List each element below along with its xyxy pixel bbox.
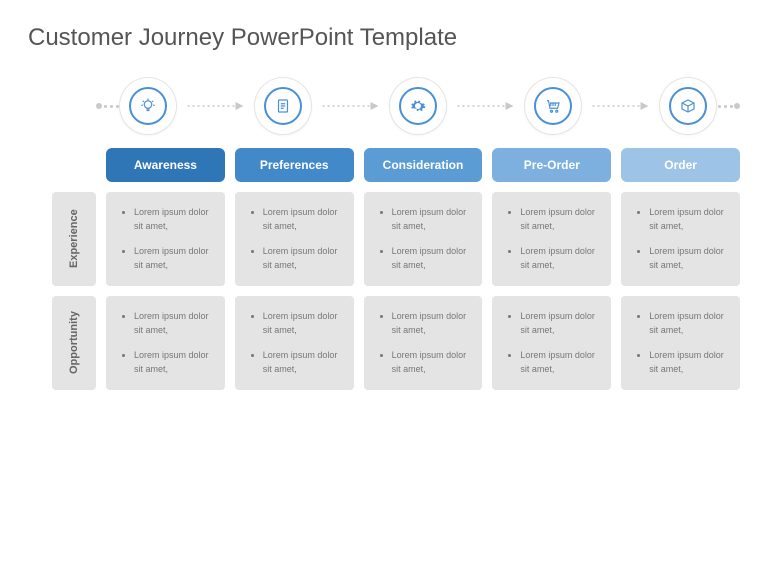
stage-header-order: Order xyxy=(621,148,740,182)
timeline-dots xyxy=(716,105,734,108)
timeline-arrow xyxy=(311,100,390,112)
cell-bullet: Lorem ipsum dolor sit amet, xyxy=(520,245,601,272)
cell-bullet: Lorem ipsum dolor sit amet, xyxy=(134,206,215,233)
cell-experience-order: Lorem ipsum dolor sit amet, Lorem ipsum d… xyxy=(621,192,740,286)
stage-icon-preorder xyxy=(525,78,581,134)
cell-bullet: Lorem ipsum dolor sit amet, xyxy=(263,310,344,337)
cell-experience-awareness: Lorem ipsum dolor sit amet, Lorem ipsum d… xyxy=(106,192,225,286)
cell-bullet: Lorem ipsum dolor sit amet, xyxy=(134,349,215,376)
timeline-arrow xyxy=(176,100,255,112)
cell-bullet: Lorem ipsum dolor sit amet, xyxy=(263,206,344,233)
cell-bullet: Lorem ipsum dolor sit amet, xyxy=(520,206,601,233)
cell-bullet: Lorem ipsum dolor sit amet, xyxy=(520,349,601,376)
timeline-arrow xyxy=(446,100,525,112)
cell-bullet: Lorem ipsum dolor sit amet, xyxy=(649,349,730,376)
timeline-dots xyxy=(102,105,120,108)
cell-bullet: Lorem ipsum dolor sit amet, xyxy=(263,245,344,272)
stage-header-preorder: Pre-Order xyxy=(492,148,611,182)
stage-header-preferences: Preferences xyxy=(235,148,354,182)
cell-bullet: Lorem ipsum dolor sit amet, xyxy=(392,349,473,376)
cell-opportunity-preorder: Lorem ipsum dolor sit amet, Lorem ipsum d… xyxy=(492,296,611,390)
cell-experience-preorder: Lorem ipsum dolor sit amet, Lorem ipsum d… xyxy=(492,192,611,286)
cell-bullet: Lorem ipsum dolor sit amet, xyxy=(263,349,344,376)
cell-bullet: Lorem ipsum dolor sit amet, xyxy=(520,310,601,337)
cell-opportunity-preferences: Lorem ipsum dolor sit amet, Lorem ipsum d… xyxy=(235,296,354,390)
stage-header-consideration: Consideration xyxy=(364,148,483,182)
cell-bullet: Lorem ipsum dolor sit amet, xyxy=(392,206,473,233)
cell-opportunity-order: Lorem ipsum dolor sit amet, Lorem ipsum d… xyxy=(621,296,740,390)
journey-grid: Awareness Preferences Consideration Pre-… xyxy=(52,148,740,390)
stage-icon-awareness xyxy=(120,78,176,134)
cell-bullet: Lorem ipsum dolor sit amet, xyxy=(134,310,215,337)
stage-icon-preferences xyxy=(255,78,311,134)
timeline-end-dot xyxy=(734,103,740,109)
stage-header-awareness: Awareness xyxy=(106,148,225,182)
grid-corner-spacer xyxy=(52,148,96,182)
clipboard-icon xyxy=(264,87,302,125)
cell-bullet: Lorem ipsum dolor sit amet, xyxy=(134,245,215,272)
cell-opportunity-consideration: Lorem ipsum dolor sit amet, Lorem ipsum d… xyxy=(364,296,483,390)
cell-bullet: Lorem ipsum dolor sit amet, xyxy=(392,310,473,337)
cell-bullet: Lorem ipsum dolor sit amet, xyxy=(649,206,730,233)
gear-icon xyxy=(399,87,437,125)
cell-bullet: Lorem ipsum dolor sit amet, xyxy=(392,245,473,272)
journey-timeline xyxy=(96,78,740,134)
stage-icon-consideration xyxy=(390,78,446,134)
cart-icon xyxy=(534,87,572,125)
row-label-opportunity: Opportunity xyxy=(52,296,96,390)
cell-bullet: Lorem ipsum dolor sit amet, xyxy=(649,310,730,337)
cell-bullet: Lorem ipsum dolor sit amet, xyxy=(649,245,730,272)
cell-experience-consideration: Lorem ipsum dolor sit amet, Lorem ipsum d… xyxy=(364,192,483,286)
box-icon xyxy=(669,87,707,125)
row-label-experience: Experience xyxy=(52,192,96,286)
cell-opportunity-awareness: Lorem ipsum dolor sit amet, Lorem ipsum d… xyxy=(106,296,225,390)
page-title: Customer Journey PowerPoint Template xyxy=(28,24,740,52)
stage-icon-order xyxy=(660,78,716,134)
lightbulb-icon xyxy=(129,87,167,125)
cell-experience-preferences: Lorem ipsum dolor sit amet, Lorem ipsum d… xyxy=(235,192,354,286)
timeline-arrow xyxy=(581,100,660,112)
